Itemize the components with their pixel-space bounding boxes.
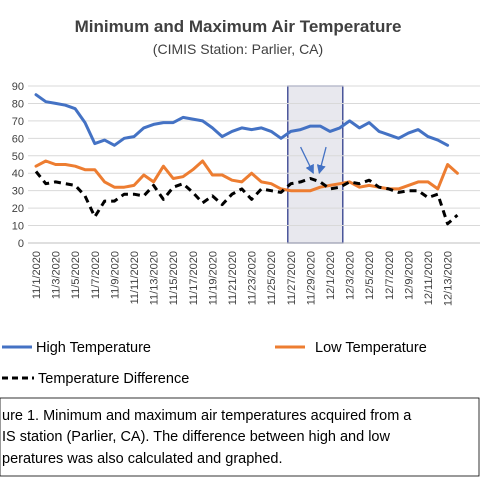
x-tick-label: 11/19/2020 [207, 251, 219, 305]
caption-line-1: ure 1. Minimum and maximum air temperatu… [2, 408, 412, 424]
x-tick-label: 12/13/2020 [443, 251, 455, 306]
x-tick-label: 11/29/2020 [305, 251, 317, 305]
chart-subtitle: (CIMIS Station: Parlier, CA) [153, 41, 323, 57]
x-tick-label: 12/7/2020 [384, 251, 396, 300]
y-tick-label: 0 [18, 238, 24, 250]
x-tick-label: 12/11/2020 [423, 251, 435, 305]
highlight-region [287, 85, 344, 244]
x-tick-label: 11/27/2020 [286, 251, 298, 305]
x-tick-label: 11/21/2020 [227, 251, 239, 305]
x-tick-label: 11/9/2020 [109, 251, 121, 299]
legend-label-high: High Temperature [36, 340, 151, 356]
x-tick-label: 11/1/2020 [31, 251, 43, 299]
x-tick-label: 11/17/2020 [188, 251, 200, 305]
x-tick-label: 12/1/2020 [325, 251, 337, 300]
y-tick-label: 20 [12, 203, 24, 215]
y-tick-label: 70 [12, 116, 24, 128]
y-tick-label: 40 [12, 168, 24, 180]
x-tick-label: 11/23/2020 [247, 251, 259, 305]
x-tick-label: 12/3/2020 [345, 251, 357, 300]
x-tick-label: 11/7/2020 [90, 251, 102, 299]
caption-line-3: peratures was also calculated and graphe… [2, 451, 283, 467]
caption-box [0, 397, 480, 477]
chart-title: Minimum and Maximum Air Temperature [75, 17, 402, 36]
series-line-high [34, 93, 450, 147]
series-line-low [34, 159, 459, 193]
y-tick-label: 30 [12, 186, 24, 198]
y-tick-label: 50 [12, 151, 24, 163]
y-tick-label: 80 [12, 98, 24, 110]
legend-label-low: Low Temperature [315, 340, 427, 356]
x-tick-label: 11/25/2020 [266, 251, 278, 305]
x-tick-label: 11/3/2020 [51, 251, 63, 299]
y-tick-label: 90 [12, 81, 24, 93]
x-tick-label: 12/5/2020 [364, 251, 376, 300]
series-line-difference [34, 170, 459, 226]
x-tick-label: 11/15/2020 [168, 251, 180, 305]
x-tick-label: 12/9/2020 [403, 251, 415, 300]
y-tick-label: 60 [12, 133, 24, 145]
x-tick-label: 11/5/2020 [70, 251, 82, 299]
x-tick-label: 11/11/2020 [129, 251, 141, 304]
annotation-arrow [316, 146, 327, 175]
annotation-arrow [300, 146, 314, 175]
y-tick-label: 10 [12, 221, 24, 233]
caption-line-2: IS station (Parlier, CA). The difference… [2, 429, 390, 445]
plot-area: 0 10 20 30 40 50 60 70 80 90 11/1/2020 11/3/2020 11/… [12, 81, 480, 306]
x-tick-label: 11/13/2020 [149, 251, 161, 305]
legend-label-diff: Temperature Difference [38, 371, 189, 387]
